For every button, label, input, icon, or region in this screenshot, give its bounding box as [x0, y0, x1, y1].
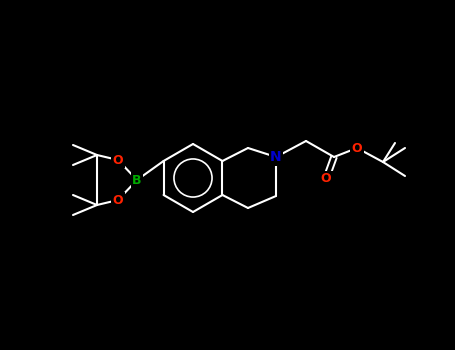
Text: O: O: [113, 154, 123, 167]
Text: O: O: [321, 173, 331, 186]
Text: B: B: [132, 174, 142, 187]
Text: O: O: [113, 194, 123, 206]
Text: N: N: [270, 150, 282, 164]
Text: O: O: [352, 141, 362, 154]
